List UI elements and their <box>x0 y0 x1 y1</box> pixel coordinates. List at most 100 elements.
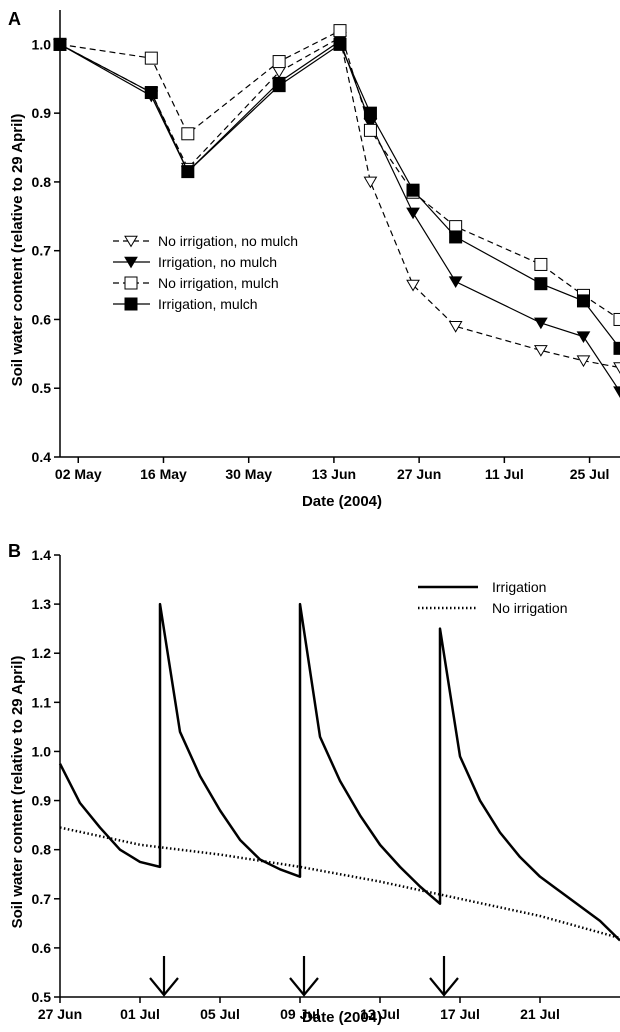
data-point <box>124 297 138 311</box>
panel-a-ylabel: Soil water content (relative to 29 April… <box>9 114 26 387</box>
legend-entry: No irrigation <box>418 600 567 616</box>
panel-b-ylabel: Soil water content (relative to 29 April… <box>9 656 26 929</box>
legend-label: No irrigation <box>492 600 567 616</box>
x-tick-label: 02 May <box>55 466 102 482</box>
data-point <box>124 235 138 248</box>
arrow-head <box>289 977 319 997</box>
panel-b-axes: 0.5 0.6 0.7 0.8 0.9 1.0 1.1 1.2 1.3 1.4 27 Jun 01 J… <box>32 547 620 1022</box>
data-point <box>533 317 548 330</box>
data-point <box>613 312 620 326</box>
series-line <box>59 40 620 393</box>
data-point <box>613 386 620 399</box>
legend-label: Irrigation, no mulch <box>158 254 277 270</box>
y-tick-label: 1.4 <box>32 547 52 563</box>
x-tick-label: 25 Jul <box>570 466 610 482</box>
legend-label: No irrigation, mulch <box>158 275 279 291</box>
series-no-irrigation <box>59 826 620 940</box>
data-point <box>333 24 347 38</box>
y-tick-label: 1.1 <box>32 694 52 710</box>
data-point <box>53 37 67 51</box>
x-tick-label: 30 May <box>225 466 272 482</box>
legend-entry: Irrigation, mulch <box>113 296 258 312</box>
y-tick-label: 0.7 <box>32 243 52 259</box>
x-tick-label: 13 Jul <box>360 1006 400 1022</box>
panel-b: B 0.5 0.6 0.7 0.8 0.9 1.0 1.1 1.2 1.3 1.4 27 Jun 01… <box>8 541 620 1026</box>
y-tick-label: 0.6 <box>32 311 52 327</box>
y-tick-label: 0.9 <box>32 105 52 121</box>
data-point <box>124 256 138 269</box>
data-point <box>181 165 195 179</box>
data-point <box>576 355 591 368</box>
data-point <box>406 207 420 220</box>
data-point <box>406 279 420 292</box>
irrigation-arrow <box>149 956 179 997</box>
series-irrigation-no-mulch <box>53 35 620 399</box>
data-point <box>613 362 620 374</box>
panel-a-axes: 0.4 0.5 0.6 0.7 0.8 0.9 1.0 02 May 16 May 30 May 1… <box>32 10 620 482</box>
panel-a-legend: No irrigation, no mulch Irrigation, no mu… <box>113 233 298 312</box>
series-line <box>59 43 620 349</box>
y-tick-label: 1.0 <box>32 36 52 52</box>
series-irrigation <box>58 602 620 942</box>
x-tick-label: 16 May <box>140 466 187 482</box>
x-tick-label: 21 Jul <box>520 1006 560 1022</box>
data-point <box>144 51 158 65</box>
panel-b-xlabel: Date (2004) <box>302 1009 382 1026</box>
irrigation-arrow <box>289 956 319 997</box>
panel-a-letter: A <box>8 9 21 29</box>
x-tick-label: 05 Jul <box>200 1006 240 1022</box>
series-line <box>59 826 620 940</box>
data-point <box>448 276 463 289</box>
x-tick-label: 27 Jun <box>397 466 441 482</box>
data-point <box>534 277 548 291</box>
data-point <box>449 230 463 244</box>
legend-entry: Irrigation <box>418 579 546 595</box>
data-point <box>533 345 548 357</box>
y-tick-label: 0.9 <box>32 793 52 809</box>
y-tick-label: 0.8 <box>32 174 52 190</box>
y-tick-label: 0.4 <box>32 449 52 465</box>
panel-a-series <box>53 24 620 399</box>
x-tick-label: 13 Jun <box>312 466 356 482</box>
panel-b-legend: Irrigation No irrigation <box>418 579 567 616</box>
y-tick-label: 0.5 <box>32 380 52 396</box>
legend-label: Irrigation <box>492 579 546 595</box>
data-point <box>363 106 377 120</box>
series-line <box>59 29 620 320</box>
series-line <box>59 36 620 369</box>
x-tick-label: 11 Jul <box>485 466 524 482</box>
data-point <box>613 341 620 355</box>
legend-label: Irrigation, mulch <box>158 296 258 312</box>
data-point <box>181 127 195 141</box>
x-tick-label: 27 Jun <box>38 1006 82 1022</box>
y-tick-label: 1.2 <box>32 645 52 661</box>
data-point <box>534 257 548 271</box>
data-point <box>576 294 590 308</box>
y-tick-label: 0.8 <box>32 842 52 858</box>
legend-entry: No irrigation, no mulch <box>113 233 298 249</box>
arrow-head <box>149 977 179 997</box>
panel-b-irrigation-arrows <box>149 956 459 997</box>
y-tick-label: 0.6 <box>32 940 52 956</box>
series-irrigation-mulch <box>53 37 620 355</box>
panel-b-letter: B <box>8 541 21 561</box>
y-tick-label: 1.0 <box>32 743 52 759</box>
data-point <box>144 86 158 100</box>
x-tick-label: 09 Jul <box>280 1006 320 1022</box>
data-point <box>272 79 286 93</box>
x-tick-label: 17 Jul <box>440 1006 480 1022</box>
data-point <box>124 276 138 290</box>
data-point <box>363 123 377 137</box>
y-tick-label: 0.7 <box>32 891 52 907</box>
legend-entry: No irrigation, mulch <box>113 275 279 291</box>
data-point <box>363 176 378 189</box>
data-point <box>333 37 347 51</box>
panel-a-xlabel: Date (2004) <box>302 493 382 510</box>
panel-a: A 0.4 0.5 0.6 0.7 0.8 0.9 1.0 02 May 16 May 30 Ma… <box>8 9 620 510</box>
panel-b-series <box>58 602 620 942</box>
arrow-head <box>429 977 459 997</box>
x-tick-label: 01 Jul <box>120 1006 160 1022</box>
series-no-irrigation-no-mulch <box>53 32 620 374</box>
data-point <box>448 321 463 333</box>
